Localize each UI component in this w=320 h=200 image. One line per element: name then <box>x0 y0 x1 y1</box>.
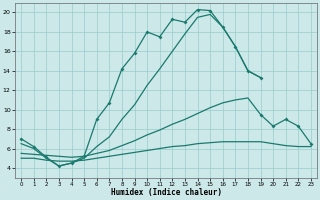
X-axis label: Humidex (Indice chaleur): Humidex (Indice chaleur) <box>110 188 221 197</box>
